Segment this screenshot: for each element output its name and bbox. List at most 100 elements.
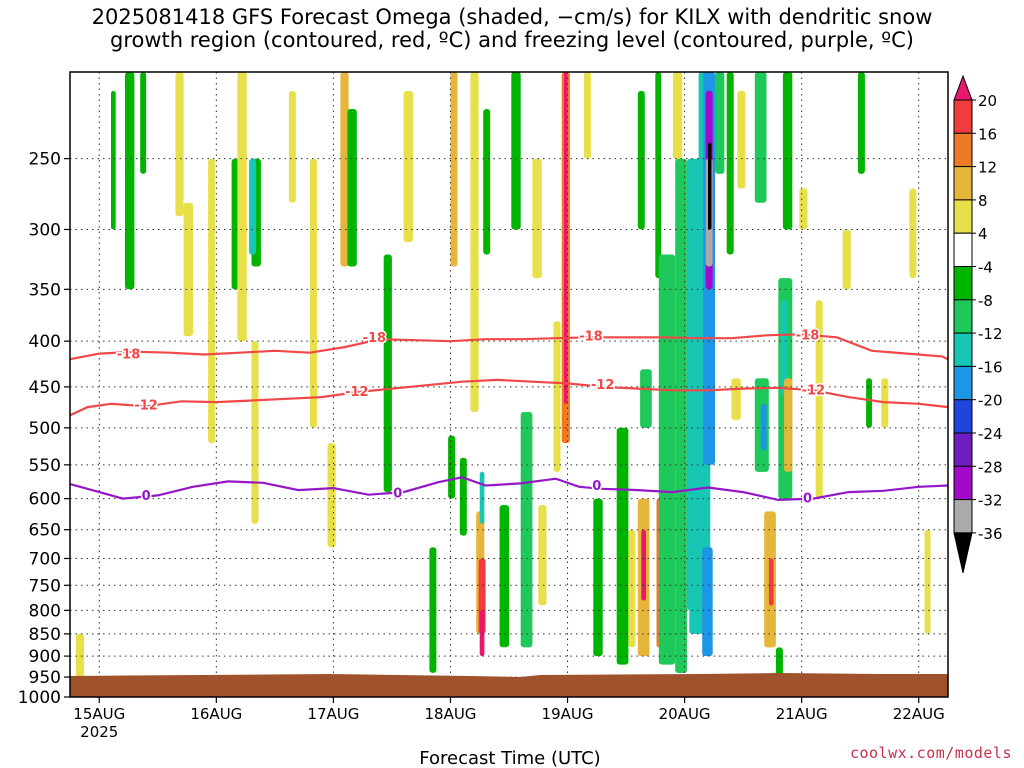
omega-cell — [658, 254, 676, 665]
title-line-1: 2025081418 GFS Forecast Omega (shaded, −… — [91, 5, 933, 29]
colorbar-label: 4 — [978, 225, 988, 243]
y-tick-label: 600 — [29, 490, 61, 510]
colorbar-label: -4 — [978, 259, 993, 277]
colorbar-swatch — [953, 399, 973, 434]
omega-cell — [208, 158, 216, 444]
x-tick-label: 16AUG — [190, 705, 242, 723]
omega-cell — [470, 72, 479, 412]
omega-cell — [564, 72, 568, 404]
x-tick-label: 20AUG — [659, 705, 711, 723]
omega-cell — [866, 378, 872, 428]
colorbar-swatch — [953, 332, 973, 367]
omega-cell — [637, 90, 645, 230]
omega-cell — [340, 72, 349, 267]
omega-cell — [327, 443, 336, 548]
y-tick-label: 400 — [29, 332, 61, 352]
colorbar-swatch — [953, 299, 973, 334]
x-tick-label: 19AUG — [542, 705, 594, 723]
colorbar-swatch — [953, 232, 973, 267]
colorbar-swatch — [953, 166, 973, 201]
contour-label: 0 — [592, 479, 601, 494]
omega-cell — [429, 547, 437, 673]
omega-cell — [731, 378, 741, 420]
colorbar-swatch — [953, 432, 973, 467]
contour-label: -12 — [802, 383, 826, 398]
y-tick-label: 500 — [29, 419, 61, 439]
omega-cell — [782, 72, 793, 230]
chart-title: 2025081418 GFS Forecast Omega (shaded, −… — [0, 6, 1024, 52]
colorbar-swatch — [953, 199, 973, 234]
axes: 2503003504004505005506006507007508008509… — [18, 71, 949, 741]
omega-cell — [655, 72, 662, 279]
contour-label: -18 — [117, 348, 141, 363]
contour-label: -18 — [579, 329, 603, 344]
x-tick-label: 17AUG — [307, 705, 359, 723]
omega-cell — [125, 72, 135, 290]
omega-cell — [708, 142, 712, 230]
omega-cell — [641, 529, 646, 601]
credit-link[interactable]: coolwx.com/models — [849, 744, 1012, 762]
omega-cell — [249, 158, 257, 255]
omega-cell — [780, 300, 788, 396]
omega-cell — [140, 72, 147, 174]
x-tick-sublabel: 2025 — [80, 723, 118, 741]
omega-cell — [532, 158, 542, 279]
omega-cell — [183, 202, 193, 337]
omega-cell — [75, 633, 85, 680]
omega-cell — [583, 72, 591, 159]
contour-label: -12 — [345, 385, 369, 400]
omega-cell — [459, 457, 467, 536]
x-tick-label: 22AUG — [893, 705, 945, 723]
colorbar-label: -24 — [978, 425, 1003, 443]
ground-fill — [70, 673, 948, 697]
omega-cell — [857, 72, 865, 174]
y-tick-label: 650 — [29, 521, 61, 541]
colorbar-label: 16 — [978, 125, 997, 143]
omega-cell — [450, 72, 458, 267]
omega-cell — [737, 90, 746, 189]
plot-frame — [69, 71, 949, 698]
omega-cell — [909, 188, 917, 278]
colorbar-label: 20 — [978, 92, 997, 110]
omega-cell — [448, 435, 456, 499]
omega-cell — [310, 158, 317, 428]
colorbar-bottom-arrow — [953, 532, 973, 574]
contour-line-minus18 — [69, 333, 949, 361]
omega-cell — [815, 300, 823, 499]
omega-cell — [702, 547, 713, 657]
contour-label: -18 — [796, 328, 820, 343]
omega-cell — [675, 158, 687, 673]
y-tick-label: 550 — [29, 456, 61, 476]
omega-cell — [672, 72, 683, 159]
colorbar-label: -20 — [978, 392, 1003, 410]
y-tick-label: 300 — [29, 220, 61, 240]
omega-cell — [726, 72, 734, 255]
colorbar-label: 12 — [978, 159, 997, 177]
colorbar-swatch — [953, 132, 973, 168]
colorbar: 20 16 12 8 4 -4 -8 -12 -16 -20 -24 -28 -32 -36 — [953, 74, 1003, 574]
omega-cell — [111, 90, 116, 230]
omega-cell — [237, 72, 247, 342]
y-tick-label: 250 — [29, 150, 61, 170]
omega-cell — [288, 90, 296, 203]
omega-cell — [754, 72, 767, 203]
omega-cell — [924, 529, 931, 634]
omega-cell — [799, 188, 808, 230]
colorbar-label: -8 — [978, 292, 993, 310]
colorbar-top-arrow — [953, 74, 973, 101]
omega-cell — [479, 610, 485, 656]
colorbar-swatch — [953, 499, 973, 534]
title-line-2: growth region (contoured, red, ºC) and f… — [110, 28, 914, 52]
colorbar-label: -36 — [978, 525, 1003, 543]
omega-cell — [775, 647, 783, 682]
x-tick-label: 21AUG — [776, 705, 828, 723]
colorbar-swatch — [953, 465, 973, 501]
colorbar-swatch — [953, 99, 973, 134]
omega-cell — [553, 321, 561, 472]
y-tick-label: 350 — [29, 280, 61, 300]
omega-cell — [231, 158, 239, 290]
contour-line-0 — [69, 476, 949, 502]
omega-shading — [75, 72, 931, 682]
y-tick-label: 950 — [29, 668, 61, 688]
